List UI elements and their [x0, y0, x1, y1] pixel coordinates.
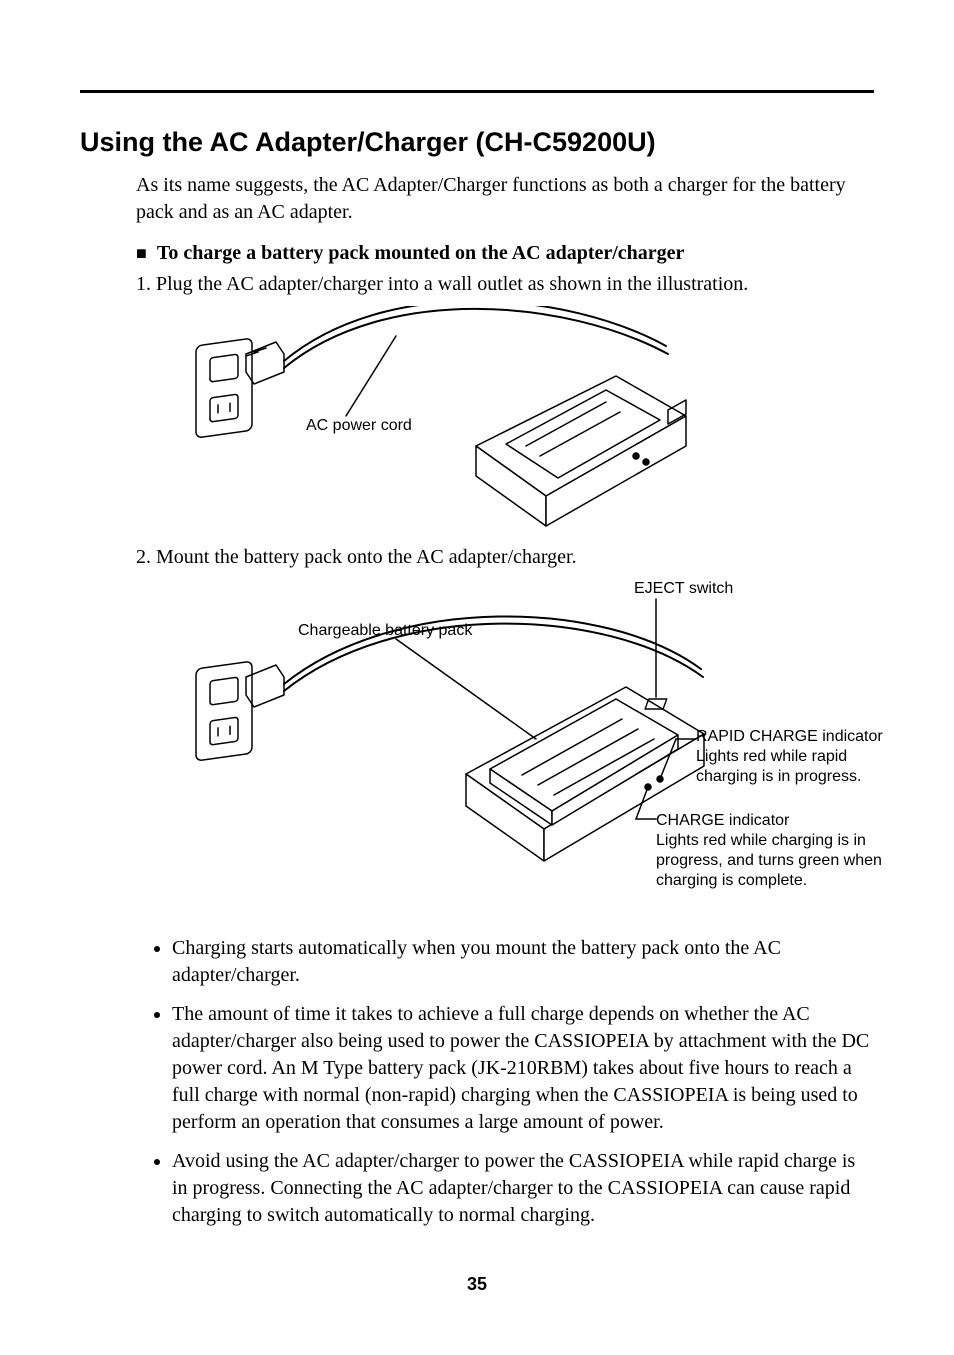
intro-paragraph: As its name suggests, the AC Adapter/Cha… [136, 172, 874, 226]
sub-heading: To charge a battery pack mounted on the … [157, 242, 685, 265]
list-item: Avoid using the AC adapter/charger to po… [172, 1148, 874, 1229]
list-item: Charging starts automatically when you m… [172, 935, 874, 989]
power-cord-label: AC power cord [306, 416, 412, 436]
battery-pack-label: Chargeable battery pack [298, 621, 472, 641]
charge-indicator-label: CHARGE indicator Lights red while chargi… [656, 811, 906, 891]
rapid-charge-desc: Lights red while rapid charging is in pr… [696, 748, 861, 785]
page-title: Using the AC Adapter/Charger (CH-C59200U… [80, 127, 874, 158]
charge-desc: Lights red while charging is in progress… [656, 832, 882, 889]
figure-2: EJECT switch Chargeable battery pack RAP… [136, 579, 896, 919]
figure-1: AC power cord [136, 306, 786, 536]
notes-list: Charging starts automatically when you m… [150, 935, 874, 1229]
page-number: 35 [0, 1274, 954, 1295]
rapid-charge-label: RAPID CHARGE indicator Lights red while … [696, 727, 896, 787]
rapid-charge-title: RAPID CHARGE indicator [696, 728, 883, 745]
step-1: 1. Plug the AC adapter/charger into a wa… [136, 271, 874, 298]
list-item: The amount of time it takes to achieve a… [172, 1001, 874, 1136]
charge-title: CHARGE indicator [656, 812, 789, 829]
charger-outlet-illustration-icon [136, 306, 786, 536]
horizontal-rule [80, 90, 874, 93]
step-2: 2. Mount the battery pack onto the AC ad… [136, 544, 874, 571]
square-bullet-icon: ■ [136, 244, 147, 262]
eject-switch-label: EJECT switch [634, 579, 733, 599]
